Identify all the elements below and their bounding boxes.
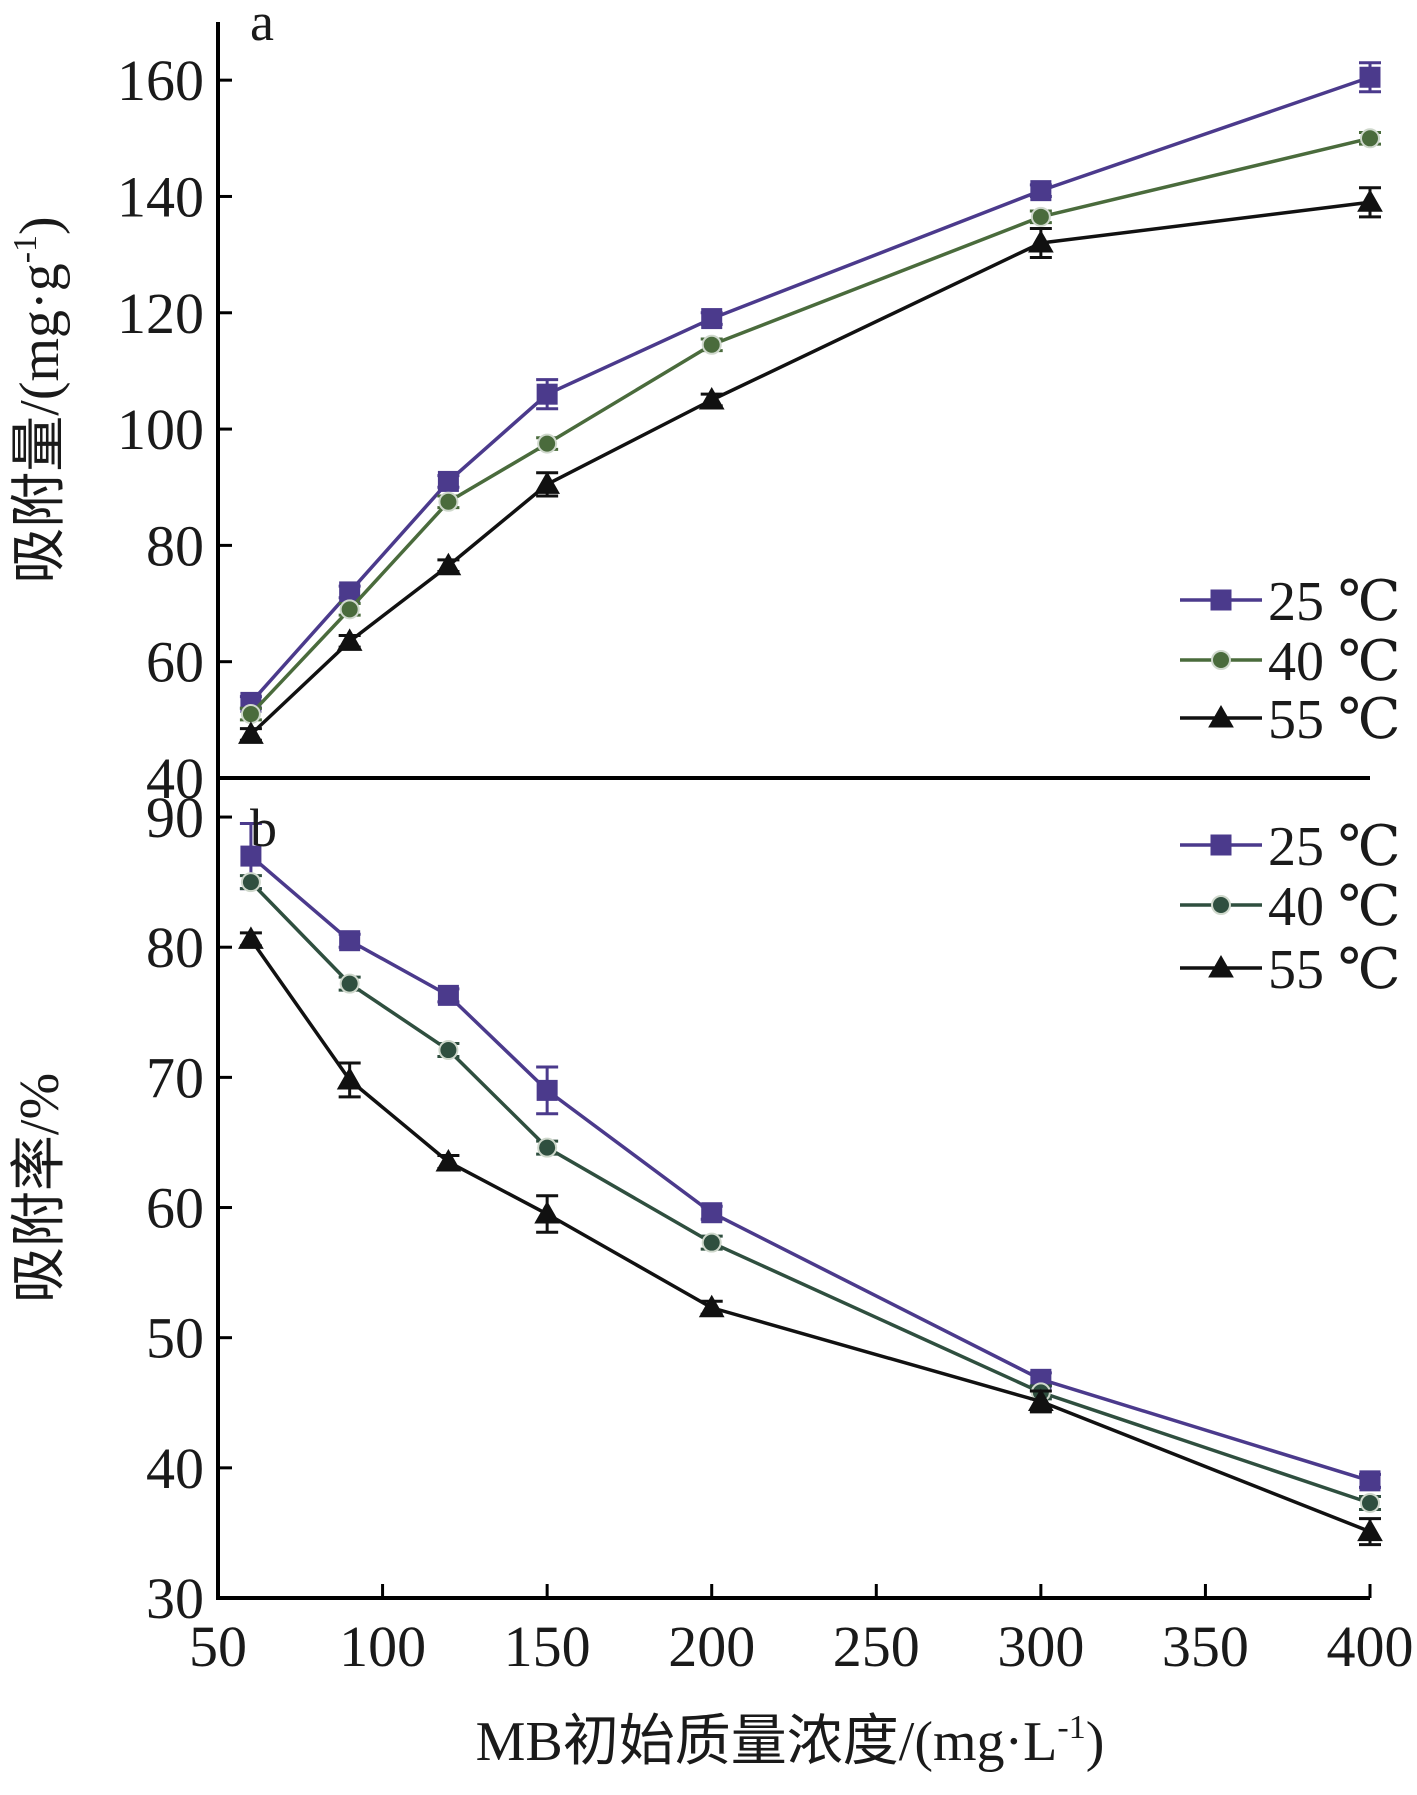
panel-b-series-1-point: [701, 1232, 722, 1253]
panel-a-legend-label-0: 25 ℃: [1268, 571, 1401, 633]
panel-a-legend-marker-2: [1208, 704, 1234, 728]
panel-b-series-0-point: [536, 1079, 558, 1101]
panel-b-series-2-point: [435, 1148, 462, 1172]
panel-a-legend-marker-1: [1211, 650, 1231, 670]
panel-b-legend-label-2: 55 ℃: [1268, 939, 1401, 1001]
panel-b-series-0-point: [240, 845, 262, 867]
panel-a-series-0-point: [1030, 180, 1052, 202]
panel-b-legend-marker-1: [1211, 895, 1231, 915]
x-axis-title: MB初始质量浓度/(mg·L-1): [476, 1709, 1105, 1773]
panel-a-series-2-point: [1357, 189, 1383, 212]
y-axis-title-tail: ): [9, 216, 71, 235]
panel-a-series-1-point: [1360, 128, 1380, 149]
panel-a-series-1-point: [1030, 206, 1051, 227]
panel-b-series-1-point: [537, 1137, 558, 1158]
panel-b-series-2-point: [1027, 1388, 1054, 1411]
axes-layer: [216, 22, 1372, 1600]
panel-a-series-0-point: [1359, 66, 1381, 88]
panel-b-y-tick-label: 90: [146, 785, 204, 850]
panel-b-series-2-point: [1357, 1518, 1383, 1542]
y-axis-title-sup: -1: [7, 235, 44, 263]
panel-a-letter: a: [250, 0, 274, 52]
panel-a-y-tick-label: 140: [117, 164, 204, 229]
x-tick-label: 350: [1162, 1614, 1249, 1679]
panel-b-legend-label-0: 25 ℃: [1268, 816, 1401, 878]
panel-a-series-1-point: [438, 491, 459, 512]
panel-a-legend-label-1: 40 ℃: [1268, 631, 1401, 693]
panel-a-series-1-point: [240, 704, 261, 725]
x-axis-title-tail: ): [1086, 1711, 1105, 1773]
panel-b-y-tick-label: 80: [146, 915, 204, 980]
panel-a-series-1-point: [537, 433, 558, 454]
x-tick-label: 100: [339, 1614, 426, 1679]
panel-b-series-2-point: [534, 1201, 561, 1224]
panel-a-legend-marker-0: [1210, 589, 1232, 611]
panel-b-letter: b: [250, 798, 277, 858]
y-axis-title-main: 吸附量/(mg·g: [9, 263, 71, 583]
panel-b-series-1-point: [438, 1040, 459, 1061]
panel-a-series-0-point: [437, 470, 459, 492]
series-layer: [238, 61, 1383, 1547]
panel-a-y-tick-label: 100: [117, 397, 204, 462]
x-tick-label: 50: [189, 1614, 247, 1679]
panel-b-series-1-point: [339, 973, 360, 994]
panel-b-y-tick-label: 30: [146, 1566, 204, 1631]
panel-b-series-0-line: [249, 854, 1371, 1483]
panel-a-series-0-line: [249, 75, 1371, 704]
x-axis-title-main: MB初始质量浓度/(mg·L: [476, 1711, 1058, 1773]
panel-a-series-2-line: [249, 200, 1371, 736]
panel-a-series-2-point: [336, 628, 363, 651]
panel-a-y-tick-label: 80: [146, 513, 204, 578]
panel-b-series-2-point: [238, 926, 264, 949]
panel-a-y-tick-label: 40: [146, 746, 204, 811]
panel-a-series-2-point: [238, 721, 264, 744]
panel-a-y-tick-label: 160: [117, 48, 204, 113]
panel-a-y-tick-label: 60: [146, 630, 204, 695]
x-tick-label: 250: [833, 1614, 920, 1679]
panel-a-series-2-point: [534, 471, 561, 494]
panel-b-series-1-point: [1360, 1492, 1380, 1513]
x-tick-label: 400: [1327, 1614, 1414, 1679]
panel-b-series-0-point: [701, 1202, 723, 1224]
panel-b-legend-marker-0: [1210, 834, 1232, 856]
panel-a-legend-label-2: 55 ℃: [1268, 689, 1401, 751]
panel-b-y-axis-title: 吸附率/%: [9, 1073, 71, 1303]
panel-b-series-2-point: [336, 1066, 363, 1090]
panel-a-series-0-point: [536, 383, 558, 405]
panel-b-series-1-line: [249, 880, 1371, 1505]
y-axis-title-main: 吸附率/%: [9, 1073, 71, 1303]
panel-a-series-2-point: [435, 552, 462, 576]
panel-a-y-axis-title: 吸附量/(mg·g-1): [7, 216, 71, 583]
panel-a-series-2-point: [1027, 229, 1054, 253]
panel-a-series-1-point: [701, 334, 722, 355]
panel-b-series-1-point: [240, 872, 261, 893]
x-tick-label: 200: [668, 1614, 755, 1679]
panel-b-series-0-point: [437, 984, 459, 1006]
panel-a-y-tick-label: 120: [117, 281, 204, 346]
panel-a-series-0-point: [701, 308, 723, 330]
panel-b-y-tick-label: 70: [146, 1045, 204, 1110]
panel-b-y-tick-label: 40: [146, 1436, 204, 1501]
x-tick-label: 300: [997, 1614, 1084, 1679]
panel-b-series-2-point: [698, 1294, 725, 1318]
panel-b-legend-marker-2: [1208, 954, 1234, 978]
panel-b-y-tick-label: 60: [146, 1176, 204, 1241]
panel-a-series-1-point: [339, 599, 360, 620]
panel-b-y-tick-label: 50: [146, 1306, 204, 1371]
x-tick-label: 150: [504, 1614, 591, 1679]
panel-b-series-0-point: [339, 930, 361, 952]
panel-a-series-2-point: [698, 386, 725, 410]
panel-a-series-0-point: [339, 581, 361, 603]
panel-b-series-0-point: [1359, 1470, 1381, 1492]
panel-b-legend-label-1: 40 ℃: [1268, 876, 1401, 938]
x-axis-title-sup: -1: [1057, 1709, 1085, 1746]
